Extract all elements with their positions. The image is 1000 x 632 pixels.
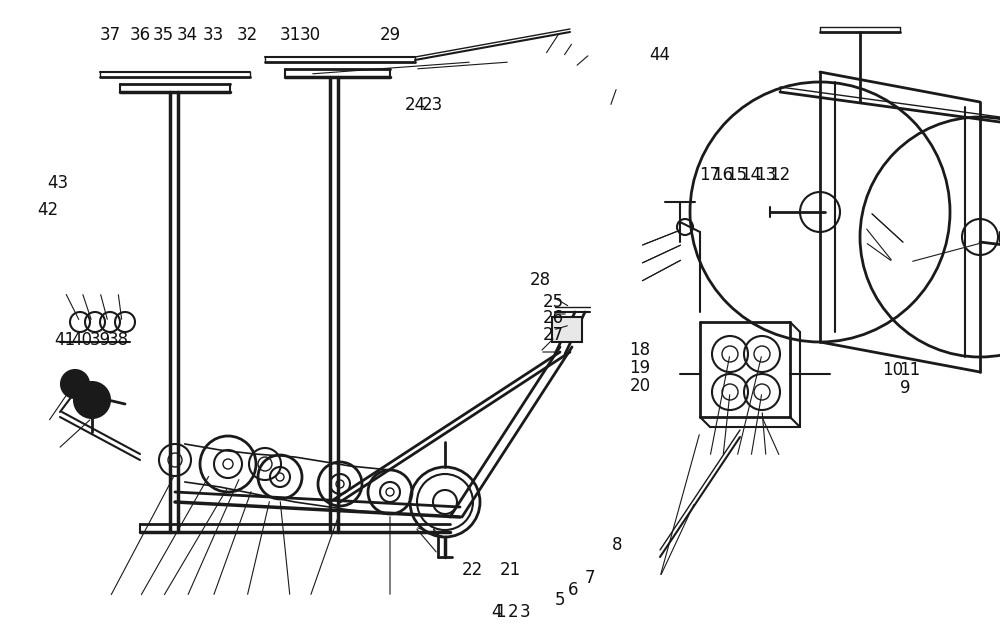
Text: 25: 25 [542, 293, 564, 311]
Text: 20: 20 [629, 377, 651, 395]
Text: 14: 14 [740, 166, 762, 184]
Text: 41: 41 [54, 331, 76, 349]
Text: 5: 5 [555, 591, 565, 609]
Text: 1: 1 [495, 603, 505, 621]
Text: 9: 9 [900, 379, 910, 397]
Text: 36: 36 [129, 26, 151, 44]
Text: 27: 27 [542, 326, 564, 344]
Text: 18: 18 [629, 341, 651, 359]
Text: 32: 32 [236, 26, 258, 44]
Text: 38: 38 [107, 331, 129, 349]
Text: 39: 39 [89, 331, 111, 349]
Text: 44: 44 [650, 46, 670, 64]
Text: 31: 31 [279, 26, 301, 44]
Text: 22: 22 [461, 561, 483, 579]
Text: 24: 24 [404, 96, 426, 114]
Text: 34: 34 [176, 26, 198, 44]
Text: 37: 37 [99, 26, 121, 44]
Bar [552, 317, 582, 342]
Text: 35: 35 [152, 26, 174, 44]
Text: 4: 4 [492, 603, 502, 621]
Text: 6: 6 [568, 581, 578, 599]
Text: 16: 16 [712, 166, 734, 184]
Text: 2: 2 [508, 603, 518, 621]
Text: 26: 26 [542, 309, 564, 327]
Text: 12: 12 [769, 166, 791, 184]
Text: 17: 17 [699, 166, 721, 184]
Text: 8: 8 [612, 536, 622, 554]
Text: 40: 40 [72, 331, 92, 349]
Text: 30: 30 [299, 26, 321, 44]
Text: 21: 21 [499, 561, 521, 579]
Text: 29: 29 [379, 26, 401, 44]
Text: 3: 3 [520, 603, 530, 621]
Circle shape [61, 370, 89, 398]
Text: 15: 15 [726, 166, 748, 184]
Text: 19: 19 [629, 359, 651, 377]
Circle shape [74, 382, 110, 418]
Text: 7: 7 [585, 569, 595, 587]
Text: 23: 23 [421, 96, 443, 114]
Text: 11: 11 [899, 361, 921, 379]
Text: 10: 10 [882, 361, 904, 379]
Text: 13: 13 [755, 166, 777, 184]
Text: 43: 43 [47, 174, 69, 192]
Text: 33: 33 [202, 26, 224, 44]
Text: 42: 42 [37, 201, 59, 219]
Text: 28: 28 [529, 271, 551, 289]
